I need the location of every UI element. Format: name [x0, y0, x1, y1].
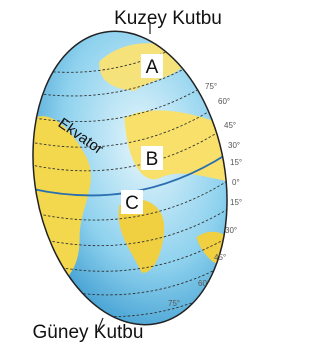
- latitude-label: 30°: [228, 141, 240, 150]
- latitude-label: 15°: [230, 158, 242, 167]
- point-label: B: [146, 149, 159, 170]
- globe-diagram: Kuzey Kutbu Güney Kutbu A B C Ekvator 75…: [0, 0, 251, 344]
- latitude-label: 30°: [225, 226, 237, 235]
- latitude-label: 45°: [224, 121, 236, 130]
- latitude-label: 15°: [230, 198, 242, 207]
- latitude-label: 75°: [168, 299, 180, 308]
- latitude-label: 0°: [232, 178, 240, 187]
- globe: [6, 15, 251, 341]
- latitude-label: 75°: [205, 82, 217, 91]
- north-pole-label: Kuzey Kutbu: [114, 8, 222, 29]
- latitude-label: 60°: [218, 97, 230, 106]
- latitude-label: 60°: [198, 279, 210, 288]
- point-label: A: [146, 57, 159, 78]
- point-label: C: [125, 193, 139, 214]
- south-pole-label: Güney Kutbu: [33, 322, 144, 343]
- latitude-label: 45°: [214, 253, 226, 262]
